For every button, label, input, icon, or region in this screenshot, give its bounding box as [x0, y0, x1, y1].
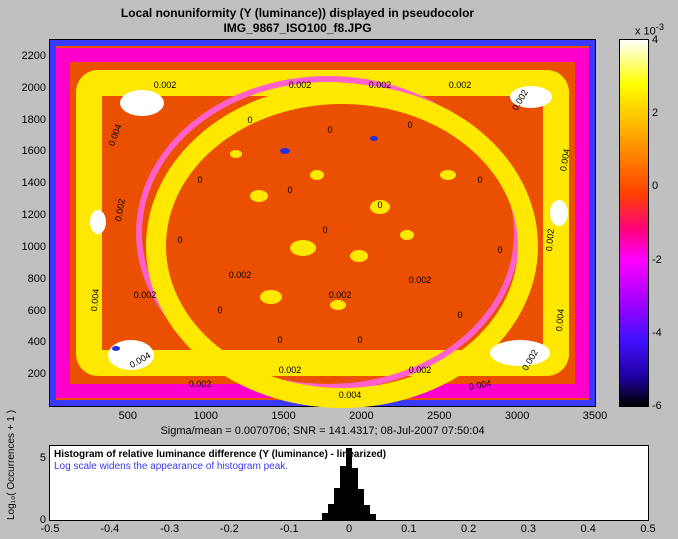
main-x-tick: 500	[119, 410, 137, 422]
main-x-tick: 1500	[271, 410, 295, 422]
main-y-tick: 2000	[14, 82, 46, 94]
hist-x-tick: 0.1	[401, 523, 416, 535]
contour-label: 0	[177, 235, 182, 245]
hist-x-tick: -0.5	[41, 523, 60, 535]
main-x-tick: 3500	[583, 410, 607, 422]
main-y-tick: 1000	[14, 241, 46, 253]
hist-x-tick: 0	[346, 523, 352, 535]
region-white	[490, 340, 550, 366]
contour-label: 0.004	[89, 288, 101, 311]
main-x-tick: 2000	[349, 410, 373, 422]
contour-label: 0	[197, 175, 202, 185]
region-white	[550, 200, 568, 226]
contour-label: 0.002	[369, 80, 392, 90]
hist-y-tick: 5	[34, 452, 46, 464]
colorbar-exponent: x 10-3	[635, 22, 664, 38]
contour-label: 0.002	[154, 80, 177, 90]
region-yellow	[250, 190, 268, 202]
main-y-tick: 800	[14, 273, 46, 285]
main-y-tick: 1600	[14, 145, 46, 157]
contour-label: 0.004	[554, 308, 566, 331]
colorbar-tick: -2	[652, 254, 662, 266]
contour-label: 0	[217, 305, 222, 315]
region-yellow	[400, 230, 414, 240]
hist-x-tick: 0.3	[521, 523, 536, 535]
hist-x-tick: -0.2	[220, 523, 239, 535]
region-yellow	[290, 240, 316, 256]
colorbar-tick: -4	[652, 327, 662, 339]
hist-x-tick: 0.5	[640, 523, 655, 535]
contour-label: 0	[327, 125, 332, 135]
region-yellow	[230, 150, 242, 158]
colorbar	[620, 40, 648, 406]
region-yellow	[310, 170, 324, 180]
colorbar-tick: 4	[652, 34, 658, 46]
chart-title-line2: IMG_9867_ISO100_f8.JPG	[0, 21, 595, 35]
histogram-title: Histogram of relative luminance differen…	[54, 449, 386, 460]
contour-label: 0.002	[544, 228, 556, 251]
contour-label: 0.002	[449, 80, 472, 90]
chart-title-line1: Local nonuniformity (Y (luminance)) disp…	[0, 6, 595, 20]
contour-label: 0	[477, 175, 482, 185]
contour-label: 0	[407, 120, 412, 130]
contour-label: 0.002	[134, 290, 157, 300]
colorbar-tick: 0	[652, 180, 658, 192]
main-y-tick: 2200	[14, 50, 46, 62]
contour-label: 0.002	[409, 275, 432, 285]
main-y-tick: 200	[14, 368, 46, 380]
contour-label: 0	[457, 310, 462, 320]
main-x-tick: 3000	[505, 410, 529, 422]
hist-x-tick: -0.4	[100, 523, 119, 535]
region-white	[120, 90, 164, 116]
region-white	[90, 210, 106, 234]
contour-label: 0	[322, 225, 327, 235]
region-yellow	[350, 250, 368, 262]
contour-label: 0	[497, 245, 502, 255]
contour-ring-yellow	[146, 84, 538, 408]
contour-label: 0.002	[229, 270, 252, 280]
contour-label: 0.002	[409, 365, 432, 375]
contour-label: 0.002	[289, 80, 312, 90]
contour-label: 0.002	[329, 290, 352, 300]
contour-label: 0	[247, 115, 252, 125]
main-y-tick: 400	[14, 336, 46, 348]
main-x-tick: 1000	[193, 410, 217, 422]
region-yellow	[330, 300, 346, 310]
hist-x-tick: 0.4	[581, 523, 596, 535]
region-blue	[370, 136, 378, 141]
colorbar-tick: -6	[652, 400, 662, 412]
stats-text: Sigma/mean = 0.0070706; SNR = 141.4317; …	[50, 425, 595, 437]
contour-label: 0.002	[189, 379, 212, 389]
contour-label: 0.002	[279, 365, 302, 375]
main-y-tick: 1400	[14, 177, 46, 189]
contour-label: 0.004	[339, 390, 362, 400]
main-x-tick: 2500	[427, 410, 451, 422]
main-y-tick: 600	[14, 305, 46, 317]
pseudocolor-plot: 0.002 0.004 0.002 0.004 0.002 0.004 0.002 0.002…	[50, 40, 595, 406]
hist-bar	[370, 514, 376, 520]
region-blue	[112, 346, 120, 351]
contour-label: 0	[377, 200, 382, 210]
colorbar-tick: 2	[652, 107, 658, 119]
main-y-tick: 1800	[14, 114, 46, 126]
hist-x-tick: -0.3	[160, 523, 179, 535]
contour-label: 0	[357, 335, 362, 345]
contour-label: 0	[287, 185, 292, 195]
histogram-subtitle: Log scale widens the appearance of histo…	[54, 461, 288, 472]
main-y-tick: 1200	[14, 209, 46, 221]
histogram-ylabel: Log₁₀( Occurrences + 1 )	[6, 410, 17, 520]
region-yellow	[260, 290, 282, 304]
contour-label: 0	[277, 335, 282, 345]
region-yellow	[440, 170, 456, 180]
hist-x-tick: -0.1	[280, 523, 299, 535]
hist-x-tick: 0.2	[461, 523, 476, 535]
region-blue	[280, 148, 290, 154]
